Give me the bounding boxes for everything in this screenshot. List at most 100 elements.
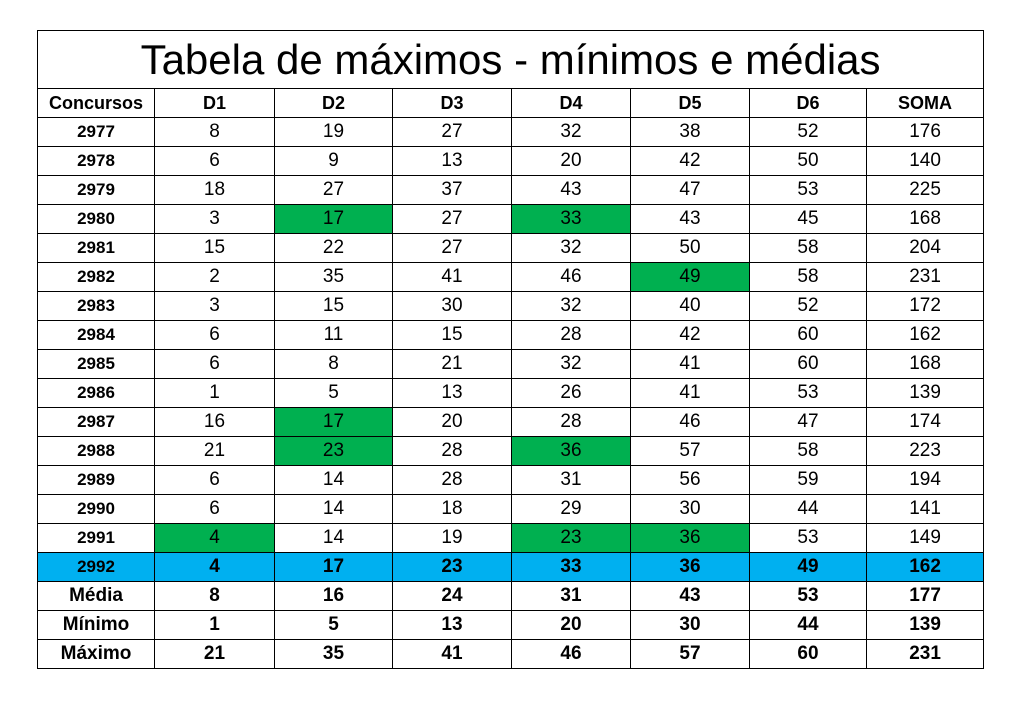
value-cell: 8 [154,581,275,611]
value-cell: 42 [630,320,750,350]
value-cell: 14 [274,465,393,495]
value-cell: 225 [865,175,985,205]
sheet: Tabela de máximos - mínimos e médias Con… [36,30,985,669]
value-cell: 4 [154,552,275,582]
value-cell: 28 [392,465,512,495]
value-cell: 6 [154,320,275,350]
value-cell: 223 [865,436,985,466]
value-cell: 3 [154,204,275,234]
value-cell: 204 [865,233,985,263]
value-cell: 32 [511,291,631,321]
row-label: 2988 [37,436,155,466]
value-cell: 53 [749,523,867,553]
table-row: 2989 6 14 28 31 56 59 194 [37,465,985,495]
value-cell: 26 [511,378,631,408]
value-cell: 60 [749,349,867,379]
value-cell: 5 [274,610,393,640]
value-cell: 59 [749,465,867,495]
value-cell: 23 [392,552,512,582]
value-cell: 31 [511,465,631,495]
row-label: 2989 [37,465,155,495]
value-cell: 42 [630,146,750,176]
value-cell: 172 [865,291,985,321]
row-label: 2981 [37,233,155,263]
row-label: 2983 [37,291,155,321]
row-label: Média [37,581,155,611]
row-label: 2977 [37,117,155,147]
value-cell: 28 [392,436,512,466]
value-cell: 60 [749,639,867,669]
value-cell: 33 [511,552,631,582]
value-cell: 43 [630,581,750,611]
table-row: 2987 16 17 20 28 46 47 174 [37,407,985,437]
value-cell: 29 [511,494,631,524]
value-cell: 174 [865,407,985,437]
value-cell: 49 [749,552,867,582]
value-cell: 32 [511,117,631,147]
value-cell: 41 [392,639,512,669]
header-cell: Concursos [37,88,155,118]
value-cell: 23 [274,436,393,466]
value-cell: 58 [749,436,867,466]
value-cell: 41 [630,349,750,379]
value-cell: 36 [630,552,750,582]
value-cell: 27 [392,204,512,234]
header-cell: D3 [392,88,512,118]
value-cell: 23 [511,523,631,553]
value-cell: 19 [392,523,512,553]
value-cell: 53 [749,175,867,205]
value-cell: 2 [154,262,275,292]
value-cell: 16 [274,581,393,611]
value-cell: 35 [274,639,393,669]
value-cell: 1 [154,378,275,408]
value-cell: 44 [749,610,867,640]
value-cell: 22 [274,233,393,263]
value-cell: 17 [274,407,393,437]
value-cell: 15 [154,233,275,263]
value-cell: 6 [154,494,275,524]
value-cell: 21 [154,436,275,466]
value-cell: 6 [154,349,275,379]
value-cell: 1 [154,610,275,640]
value-cell: 16 [154,407,275,437]
table-row: 2983 3 15 30 32 40 52 172 [37,291,985,321]
value-cell: 50 [630,233,750,263]
stats-table: Tabela de máximos - mínimos e médias Con… [36,30,985,669]
value-cell: 14 [274,523,393,553]
value-cell: 46 [630,407,750,437]
table-row: 2985 6 8 21 32 41 60 168 [37,349,985,379]
value-cell: 24 [392,581,512,611]
value-cell: 49 [630,262,750,292]
value-cell: 15 [392,320,512,350]
table-row: Mínimo 1 5 13 20 30 44 139 [37,610,985,640]
table-row: 2979 18 27 37 43 47 53 225 [37,175,985,205]
value-cell: 46 [511,262,631,292]
value-cell: 6 [154,465,275,495]
value-cell: 20 [511,146,631,176]
value-cell: 57 [630,436,750,466]
value-cell: 30 [392,291,512,321]
value-cell: 177 [865,581,985,611]
value-cell: 231 [865,262,985,292]
row-label: 2978 [37,146,155,176]
value-cell: 28 [511,407,631,437]
value-cell: 4 [154,523,275,553]
row-label: 2990 [37,494,155,524]
value-cell: 58 [749,262,867,292]
value-cell: 5 [274,378,393,408]
value-cell: 20 [392,407,512,437]
value-cell: 27 [274,175,393,205]
table-row: 2990 6 14 18 29 30 44 141 [37,494,985,524]
value-cell: 44 [749,494,867,524]
row-label: 2985 [37,349,155,379]
value-cell: 15 [274,291,393,321]
value-cell: 18 [392,494,512,524]
value-cell: 194 [865,465,985,495]
value-cell: 53 [749,581,867,611]
row-label: Mínimo [37,610,155,640]
value-cell: 52 [749,291,867,321]
header-cell: SOMA [865,88,985,118]
row-label: 2987 [37,407,155,437]
row-label: 2986 [37,378,155,408]
value-cell: 53 [749,378,867,408]
